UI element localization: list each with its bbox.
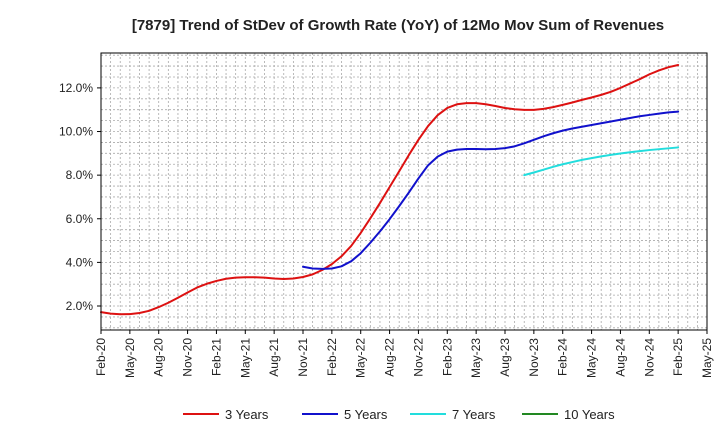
x-tick-label: Feb-22 — [325, 338, 339, 376]
legend-label-7-years: 7 Years — [452, 407, 496, 422]
legend-label-10-years: 10 Years — [564, 407, 615, 422]
x-tick-label: Aug-23 — [498, 338, 512, 377]
x-tick-label: May-20 — [123, 338, 137, 378]
x-tick-label: May-25 — [700, 338, 714, 378]
y-tick-label: 4.0% — [66, 255, 94, 269]
plot-background — [101, 53, 707, 330]
y-tick-label: 12.0% — [59, 81, 93, 95]
x-tick-label: Aug-24 — [613, 338, 627, 377]
grid-lines — [101, 53, 707, 330]
x-tick-label: Feb-25 — [671, 338, 685, 376]
x-tick-label: Feb-23 — [440, 338, 454, 376]
legend-label-5-years: 5 Years — [344, 407, 388, 422]
x-tick-label: Nov-21 — [296, 338, 310, 377]
y-tick-label: 2.0% — [66, 299, 94, 313]
x-tick-label: Aug-22 — [383, 338, 397, 377]
x-tick-label: Aug-20 — [152, 338, 166, 377]
y-axis-ticks: 2.0% 4.0% 6.0% 8.0% 10.0% 12.0% — [59, 81, 101, 313]
x-tick-label: Nov-24 — [642, 338, 656, 377]
x-tick-label: May-23 — [469, 338, 483, 378]
x-tick-label: May-22 — [354, 338, 368, 378]
x-tick-label: Nov-22 — [411, 338, 425, 377]
series-line-7-years — [523, 146, 680, 177]
x-tick-label: Nov-20 — [181, 338, 195, 377]
y-tick-label: 10.0% — [59, 125, 93, 139]
x-tick-label: Feb-20 — [94, 338, 108, 376]
x-tick-label: May-24 — [585, 338, 599, 378]
x-tick-label: May-21 — [238, 338, 252, 378]
x-tick-label: Aug-21 — [267, 338, 281, 377]
x-tick-label: Feb-24 — [556, 338, 570, 376]
series-line-5-years — [302, 110, 680, 270]
x-tick-label: Nov-23 — [527, 338, 541, 377]
y-tick-label: 8.0% — [66, 168, 94, 182]
x-axis-ticks: Feb-20 May-20 Aug-20 Nov-20 Feb-21 May-21 Aug-… — [94, 330, 714, 378]
plot-frame — [100, 52, 708, 331]
x-tick-label: Feb-21 — [209, 338, 223, 376]
y-tick-label: 6.0% — [66, 212, 94, 226]
series-line-3-years — [100, 64, 680, 316]
legend-label-3-years: 3 Years — [225, 407, 269, 422]
series-lines — [100, 64, 680, 316]
legend: 3 Years 5 Years 7 Years 10 Years — [183, 407, 615, 422]
chart-title: [7879] Trend of StDev of Growth Rate (Yo… — [132, 17, 664, 34]
